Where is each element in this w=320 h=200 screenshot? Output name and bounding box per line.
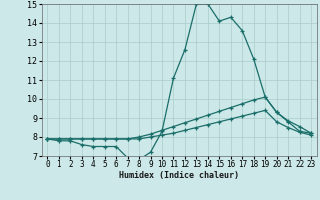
X-axis label: Humidex (Indice chaleur): Humidex (Indice chaleur) xyxy=(119,171,239,180)
